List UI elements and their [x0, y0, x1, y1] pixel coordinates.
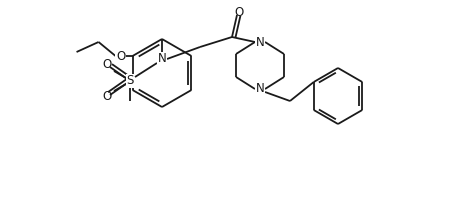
- Text: O: O: [116, 50, 125, 62]
- Text: O: O: [103, 90, 112, 104]
- Text: O: O: [234, 5, 244, 19]
- Text: N: N: [158, 52, 166, 66]
- Text: N: N: [256, 36, 264, 48]
- Text: N: N: [256, 83, 264, 95]
- Text: O: O: [103, 58, 112, 72]
- Text: S: S: [126, 74, 134, 88]
